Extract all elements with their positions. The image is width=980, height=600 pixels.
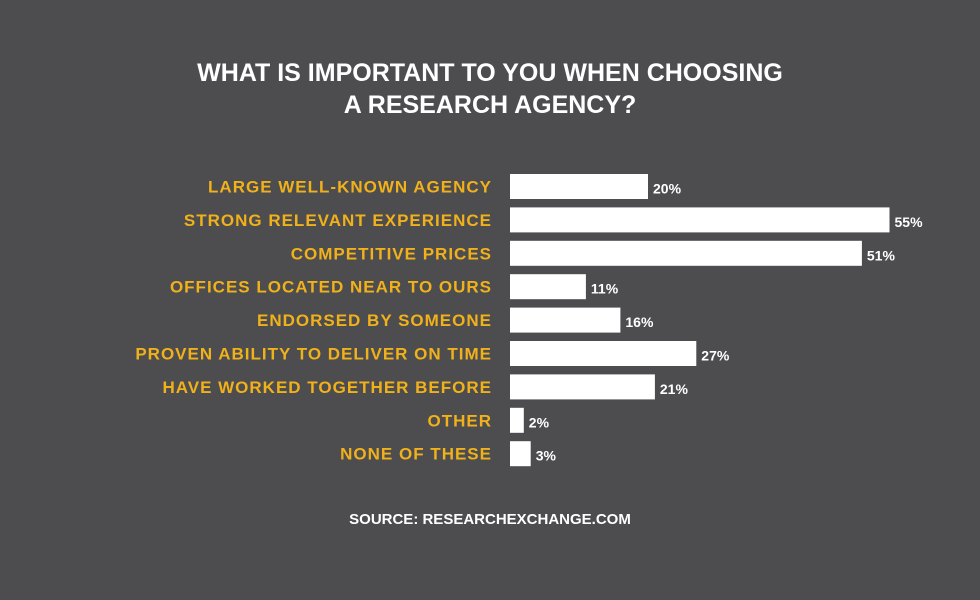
category-label: STRONG RELEVANT EXPERIENCE: [184, 211, 492, 230]
bar: [510, 240, 862, 266]
category-label: COMPETITIVE PRICES: [291, 244, 492, 263]
bar: [510, 207, 890, 233]
category-label: HAVE WORKED TOGETHER BEFORE: [162, 378, 492, 397]
category-label: NONE OF THESE: [340, 445, 492, 464]
value-label: 16%: [625, 314, 654, 330]
bar: [510, 407, 524, 433]
bar: [510, 174, 648, 199]
chart-title-line-2: A RESEARCH AGENCY?: [343, 91, 637, 119]
chart-title-line-1: WHAT IS IMPORTANT TO YOU WHEN CHOOSING: [197, 59, 783, 87]
bar: [510, 441, 531, 467]
category-label: LARGE WELL-KNOWN AGENCY: [208, 178, 492, 197]
value-label: 27%: [701, 348, 730, 364]
category-label: PROVEN ABILITY TO DELIVER ON TIME: [135, 345, 492, 364]
value-label: 21%: [660, 381, 689, 397]
value-label: 2%: [529, 414, 550, 430]
value-label: 55%: [895, 214, 924, 230]
category-label: OFFICES LOCATED NEAR TO OURS: [170, 278, 492, 297]
category-label: ENDORSED BY SOMEONE: [257, 311, 492, 330]
chart-title: WHAT IS IMPORTANT TO YOU WHEN CHOOSING A…: [0, 57, 980, 121]
value-label: 3%: [536, 448, 557, 464]
bar: [510, 341, 697, 366]
value-label: 11%: [591, 281, 619, 297]
bar: [510, 274, 586, 300]
value-label: 20%: [653, 181, 682, 197]
category-label: OTHER: [428, 411, 493, 430]
bar: [510, 374, 655, 400]
source-note: SOURCE: RESEARCHEXCHANGE.COM: [349, 511, 631, 528]
bar: [510, 307, 621, 333]
value-label: 51%: [867, 247, 896, 263]
